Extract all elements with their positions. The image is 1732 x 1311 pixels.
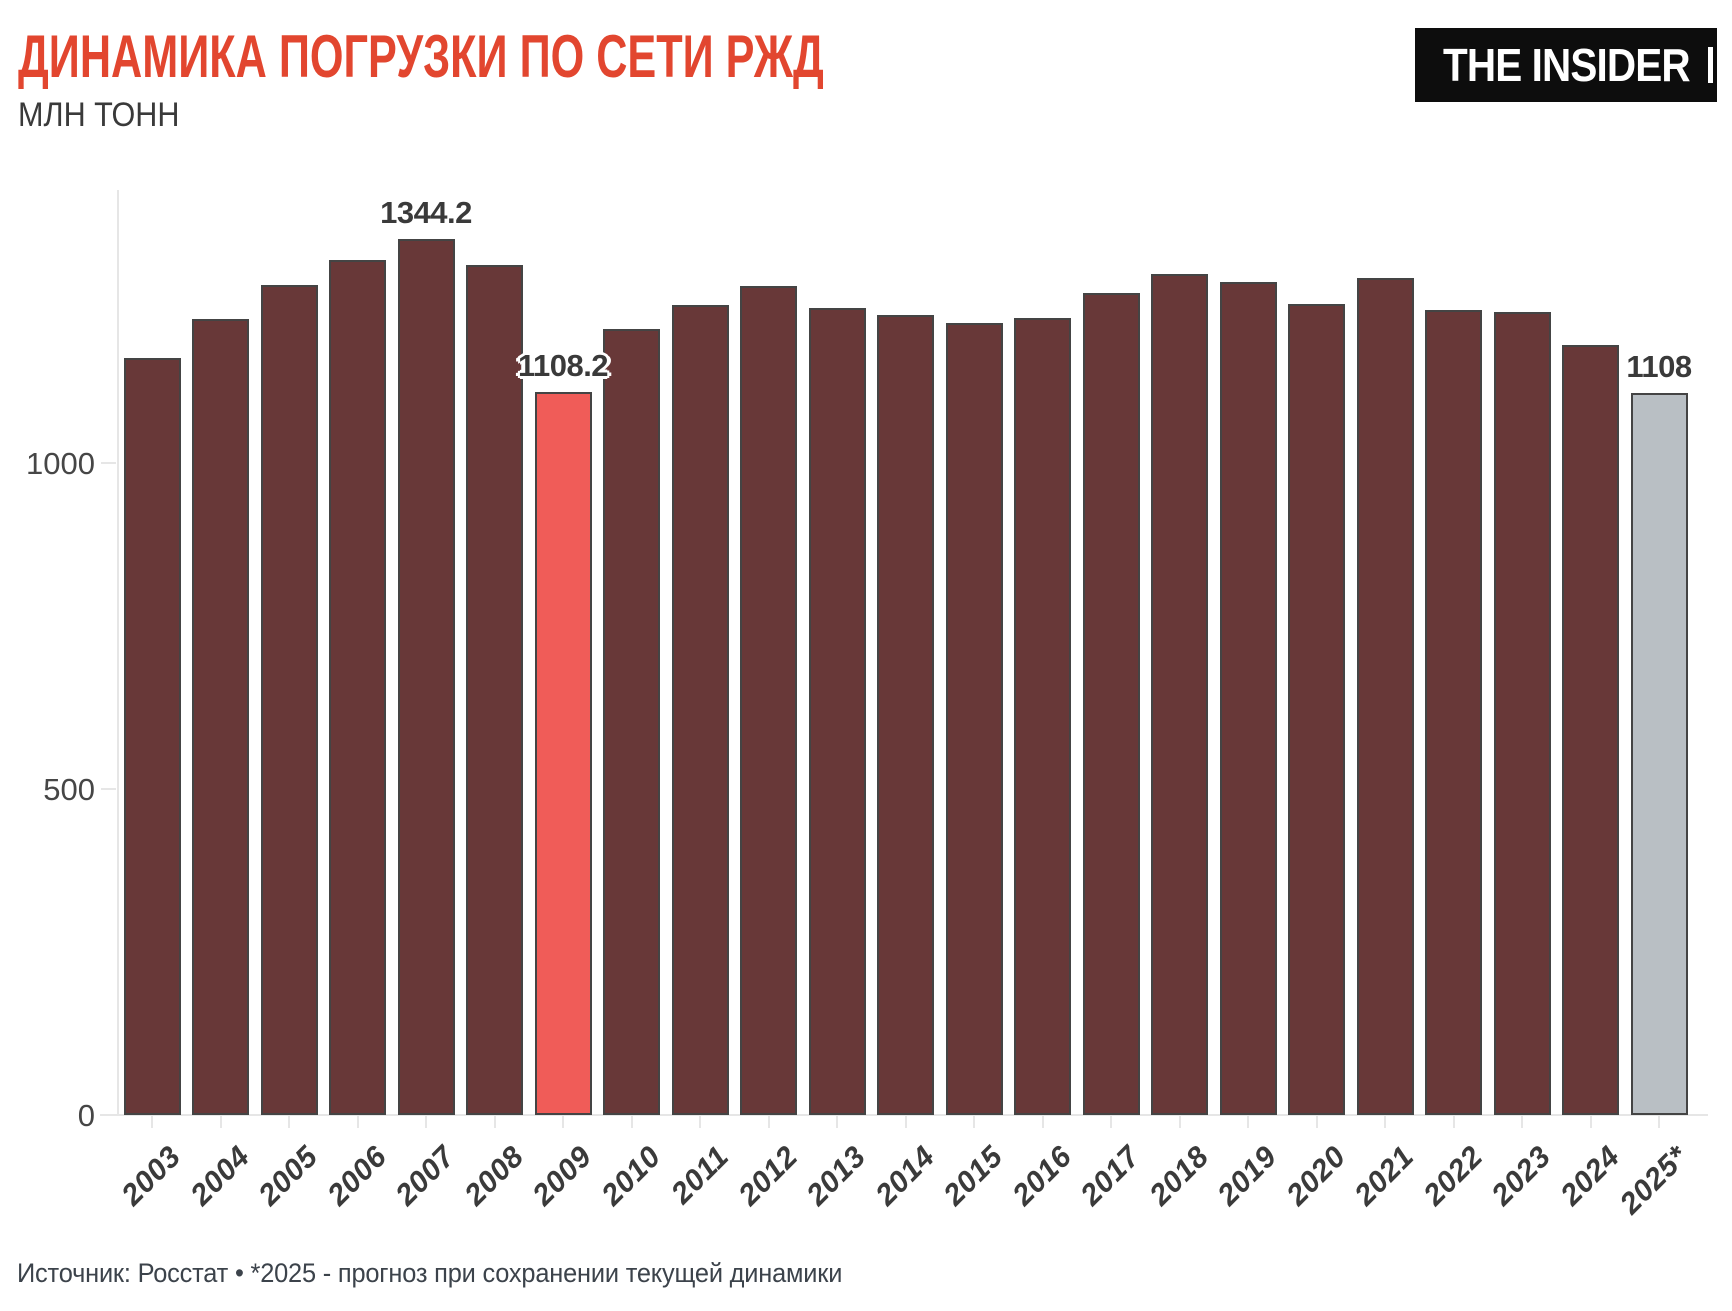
bar-2004: [192, 319, 249, 1115]
x-tick-mark: [1452, 1116, 1455, 1128]
x-axis-line: [100, 1114, 1708, 1116]
bar-2024: [1562, 345, 1619, 1115]
the-insider-logo: THE INSIDER: [1415, 28, 1717, 102]
x-tick-mark: [151, 1116, 153, 1128]
y-tick-mark: [101, 788, 116, 790]
bar-2018: [1151, 274, 1208, 1115]
x-tick-mark: [1041, 1116, 1044, 1128]
source-note: Источник: Росстат • *2025 - прогноз при …: [17, 1258, 843, 1288]
bar-2016: [1014, 318, 1071, 1115]
x-tick-mark: [1384, 1116, 1386, 1128]
bar-2022: [1425, 310, 1482, 1115]
x-axis-label-text: 2025*: [1613, 1140, 1695, 1221]
bar-2020: [1288, 304, 1345, 1115]
x-tick-mark: [1658, 1116, 1660, 1128]
bar-2008: [466, 265, 523, 1115]
x-tick-mark: [1247, 1116, 1249, 1128]
bar-2023: [1493, 312, 1551, 1115]
bar-2025: [1630, 393, 1688, 1115]
x-tick-mark: [767, 1116, 770, 1128]
bar-2006: [329, 260, 386, 1115]
x-tick-mark: [1521, 1116, 1523, 1128]
bar-2012: [740, 286, 797, 1115]
bar-2013: [808, 308, 866, 1115]
bar-value-label-2007: 1344.2: [380, 194, 472, 230]
bar-2019: [1219, 282, 1277, 1115]
x-tick-mark: [425, 1116, 427, 1128]
x-tick-mark: [1110, 1116, 1112, 1128]
page-title: ДИНАМИКА ПОГРУЗКИ ПО СЕТИ РЖД: [18, 23, 824, 90]
x-tick-mark: [1178, 1116, 1181, 1128]
x-tick-mark: [1315, 1116, 1318, 1128]
x-tick-mark: [904, 1116, 907, 1128]
bar-value-label-2009: 1108.2: [517, 348, 609, 384]
x-tick-mark: [630, 1116, 633, 1128]
y-axis-units-label: МЛН ТОНН: [18, 96, 180, 134]
y-tick-label: 0: [77, 1098, 95, 1133]
bar-value-label-2025: 1108: [1626, 348, 1692, 384]
bar-2005: [260, 285, 318, 1115]
x-tick-mark: [973, 1116, 975, 1128]
bar-2010: [603, 329, 660, 1115]
x-tick-mark: [699, 1116, 701, 1128]
y-tick-label: 500: [43, 772, 95, 807]
x-tick-mark: [356, 1116, 359, 1128]
bar-2014: [877, 315, 934, 1115]
y-tick-mark: [101, 1114, 116, 1116]
x-tick-mark: [493, 1116, 496, 1128]
x-tick-mark: [836, 1116, 838, 1128]
bar-2011: [671, 305, 729, 1115]
bar-2017: [1082, 293, 1140, 1115]
bar-2007: [397, 239, 455, 1115]
y-axis-line: [117, 190, 119, 1115]
bar-2009: [534, 392, 592, 1115]
bar-2003: [123, 358, 181, 1115]
x-tick-mark: [219, 1116, 222, 1128]
bar-2021: [1356, 278, 1414, 1115]
x-tick-mark: [562, 1116, 564, 1128]
logo-cursor-icon: [1708, 47, 1713, 83]
x-tick-mark: [1589, 1116, 1592, 1128]
logo-text: THE INSIDER: [1443, 39, 1691, 91]
bar-2015: [945, 323, 1003, 1115]
y-tick-label: 1000: [26, 446, 95, 481]
x-tick-mark: [288, 1116, 290, 1128]
y-tick-mark: [101, 462, 116, 464]
